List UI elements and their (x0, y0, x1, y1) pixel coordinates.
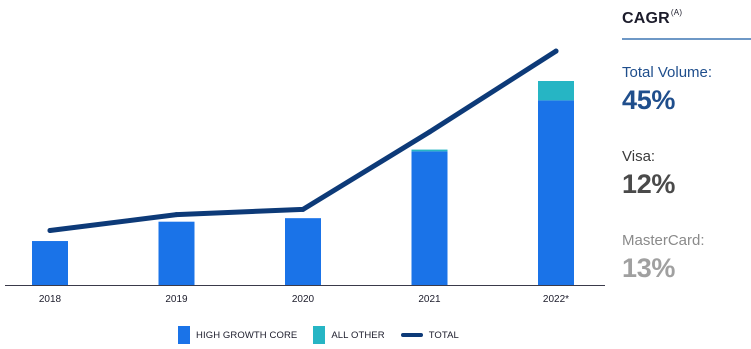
cagr-label-total-volume: Total Volume: (622, 64, 713, 81)
legend-label-high-growth-core: HIGH GROWTH CORE (196, 329, 298, 341)
bar-all-other-2022 (538, 81, 574, 101)
legend-item-total: TOTAL (400, 329, 459, 341)
cagr-metric-mastercard: MasterCard: 13% (622, 232, 705, 284)
line-point-total-2022 (553, 48, 559, 54)
cagr-title-note: (A) (670, 8, 683, 17)
x-tick-label-2022: 2022* (543, 294, 569, 305)
legend-item-all-other: ALL OTHER (313, 326, 385, 344)
line-point-total-2018 (47, 227, 53, 233)
legend-item-high-growth-core: HIGH GROWTH CORE (178, 326, 297, 344)
x-tick-label-2020: 2020 (292, 294, 315, 305)
cagr-metric-total-volume: Total Volume: 45% (622, 64, 712, 116)
legend-swatch-high-growth-core (178, 326, 190, 344)
line-point-total-2020 (300, 206, 306, 212)
cagr-label-mastercard: MasterCard: (622, 232, 705, 249)
legend-swatch-all-other (313, 326, 326, 344)
line-point-total-2019 (174, 212, 179, 218)
x-tick-label-2018: 2018 (39, 294, 62, 305)
cagr-panel: CAGR(A) Total Volume: 45% Visa: 12% Mast… (622, 8, 751, 283)
cagr-metric-visa: Visa: 12% (622, 148, 675, 200)
chart-legend: HIGH GROWTH CORE ALL OTHER TOTAL (178, 326, 459, 344)
line-point-total-2021 (427, 129, 432, 135)
bar-high-growth-core-2020 (285, 218, 321, 285)
bar-high-growth-core-2021 (411, 151, 448, 285)
line-series-total (47, 48, 559, 233)
bar-high-growth-core-2022 (538, 100, 574, 286)
legend-label-total: TOTAL (428, 329, 459, 341)
legend-swatch-total (400, 333, 423, 337)
cagr-title: CAGR(A) (622, 8, 751, 28)
cagr-value-total-volume: 45% (622, 85, 676, 115)
cagr-label-visa: Visa: (622, 148, 656, 165)
cagr-title-text: CAGR (622, 10, 670, 27)
cagr-value-visa: 12% (622, 169, 676, 199)
bar-all-other-2021 (411, 149, 448, 152)
cagr-divider (622, 38, 751, 40)
bar-high-growth-core-2018 (32, 241, 68, 285)
x-tick-label-2021: 2021 (418, 294, 441, 305)
x-tick-label-2019: 2019 (165, 294, 188, 305)
cagr-value-mastercard: 13% (622, 253, 676, 283)
legend-label-all-other: ALL OTHER (331, 329, 385, 341)
bar-high-growth-core-2019 (158, 221, 195, 285)
